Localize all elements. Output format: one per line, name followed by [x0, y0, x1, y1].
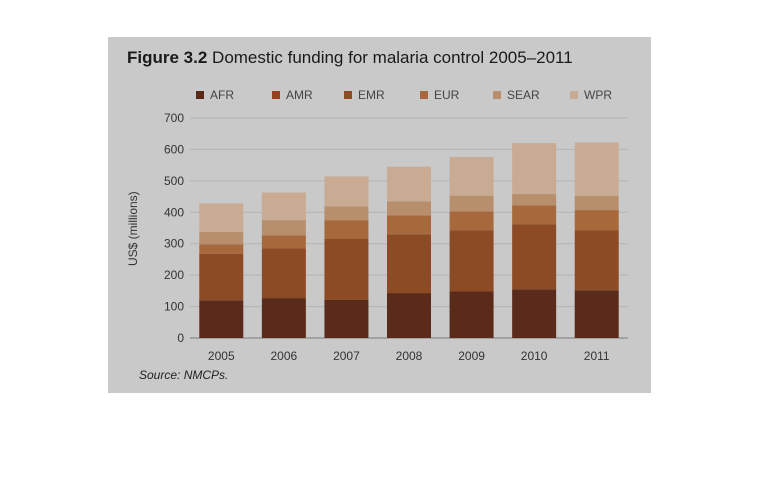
bar-segment-eur: [449, 211, 494, 231]
legend-item-eur: EUR: [420, 88, 459, 102]
bar-segment-eur: [261, 235, 306, 249]
y-tick-label: 700: [164, 111, 184, 125]
bar-segment-sear: [387, 201, 431, 216]
bar-segment-sear: [512, 194, 557, 206]
chart-legend: AFR AMR EMR EUR SEAR WPR: [196, 88, 636, 104]
legend-label: AFR: [210, 88, 234, 102]
y-tick-label: 600: [164, 142, 184, 156]
legend-swatch: [344, 91, 352, 99]
bar-segment-wpr: [387, 166, 431, 202]
x-tick-label: 2005: [208, 349, 235, 363]
bar-segment-wpr: [512, 143, 557, 195]
legend-item-wpr: WPR: [570, 88, 612, 102]
bar-segment-afr: [199, 300, 244, 338]
legend-item-afr: AFR: [196, 88, 234, 102]
bar-segment-sear: [449, 195, 494, 212]
y-tick-label: 500: [164, 174, 184, 188]
stacked-bar-chart: 0 100 200 300 400 500 600 700 2005 2006 2007 2008 20…: [164, 111, 628, 363]
bar-segment-sear: [199, 231, 244, 245]
bar-segment-eur: [574, 210, 619, 231]
y-tick-label: 100: [164, 300, 184, 314]
y-tick-label: 300: [164, 237, 184, 251]
bar-segment-eur: [512, 205, 557, 225]
bar-segment-sear: [324, 206, 369, 221]
source-note: Source: NMCPs.: [139, 368, 229, 382]
legend-label: SEAR: [507, 88, 540, 102]
bar-segment-wpr: [324, 176, 369, 207]
bar-segment-emr: [387, 234, 431, 294]
bar-segment-emr: [512, 224, 557, 290]
bar-segment-afr: [324, 299, 369, 338]
bar-segment-eur: [324, 220, 369, 239]
bar-segment-emr: [199, 253, 244, 301]
bar-segment-wpr: [449, 156, 494, 196]
bar-segment-eur: [387, 215, 431, 235]
bar-segment-emr: [574, 230, 619, 291]
bar-segment-sear: [261, 220, 306, 236]
legend-swatch: [272, 91, 280, 99]
legend-item-amr: AMR: [272, 88, 313, 102]
x-tick-label: 2007: [333, 349, 360, 363]
legend-swatch: [420, 91, 428, 99]
bar-segment-wpr: [574, 142, 619, 196]
bar-segment-emr: [449, 230, 494, 292]
x-tick-label: 2009: [458, 349, 485, 363]
bar-segment-emr: [261, 248, 306, 299]
legend-swatch: [570, 91, 578, 99]
legend-label: EUR: [434, 88, 460, 102]
bar-segment-afr: [449, 291, 494, 338]
bar-segment-eur: [199, 244, 244, 254]
y-tick-label: 0: [177, 331, 184, 345]
y-tick-label: 400: [164, 205, 184, 219]
x-tick-label: 2011: [584, 349, 610, 363]
bar-segment-afr: [512, 289, 557, 338]
legend-item-sear: SEAR: [493, 88, 540, 102]
figure-panel: Figure 3.2 Domestic funding for malaria …: [108, 37, 651, 393]
bar-segment-emr: [324, 239, 369, 300]
y-tick-label: 200: [164, 268, 184, 282]
legend-swatch: [196, 91, 204, 99]
bar-segment-afr: [574, 290, 619, 338]
x-tick-label: 2010: [521, 349, 548, 363]
chart-title: Figure 3.2 Domestic funding for malaria …: [127, 48, 573, 67]
bar-segment-wpr: [261, 192, 306, 221]
bar-segment-afr: [261, 298, 306, 338]
bar-segment-afr: [387, 293, 431, 338]
bar-segment-sear: [574, 195, 619, 211]
legend-swatch: [493, 91, 501, 99]
legend-label: WPR: [584, 88, 612, 102]
legend-label: EMR: [358, 88, 385, 102]
legend-item-emr: EMR: [344, 88, 385, 102]
x-tick-label: 2008: [396, 349, 423, 363]
x-tick-label: 2006: [271, 349, 298, 363]
bar-segment-wpr: [199, 203, 244, 232]
legend-label: AMR: [286, 88, 313, 102]
